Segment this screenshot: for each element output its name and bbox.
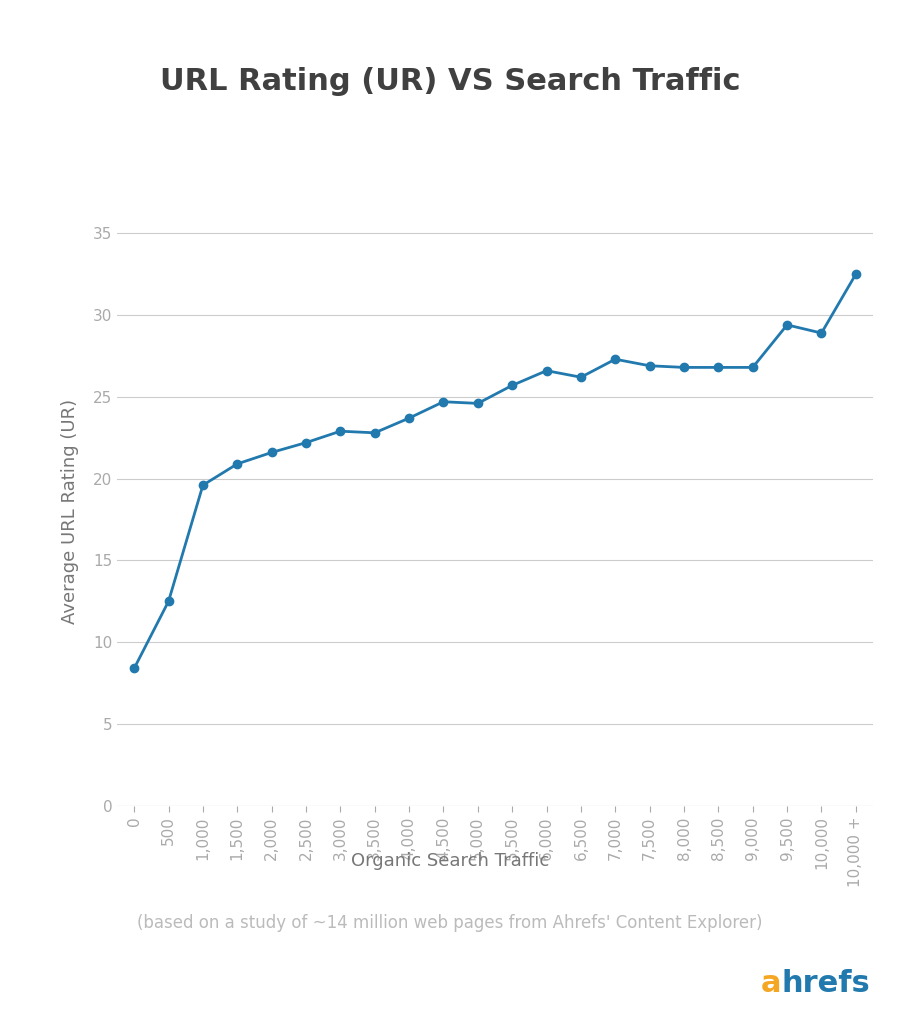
Text: a: a (760, 969, 781, 998)
Text: URL Rating (UR) VS Search Traffic: URL Rating (UR) VS Search Traffic (160, 67, 740, 96)
Text: hrefs: hrefs (781, 969, 870, 998)
Text: (based on a study of ~14 million web pages from Ahrefs' Content Explorer): (based on a study of ~14 million web pag… (137, 914, 763, 932)
Y-axis label: Average URL Rating (UR): Average URL Rating (UR) (61, 399, 79, 624)
Text: Organic Search Traffic: Organic Search Traffic (351, 852, 549, 870)
